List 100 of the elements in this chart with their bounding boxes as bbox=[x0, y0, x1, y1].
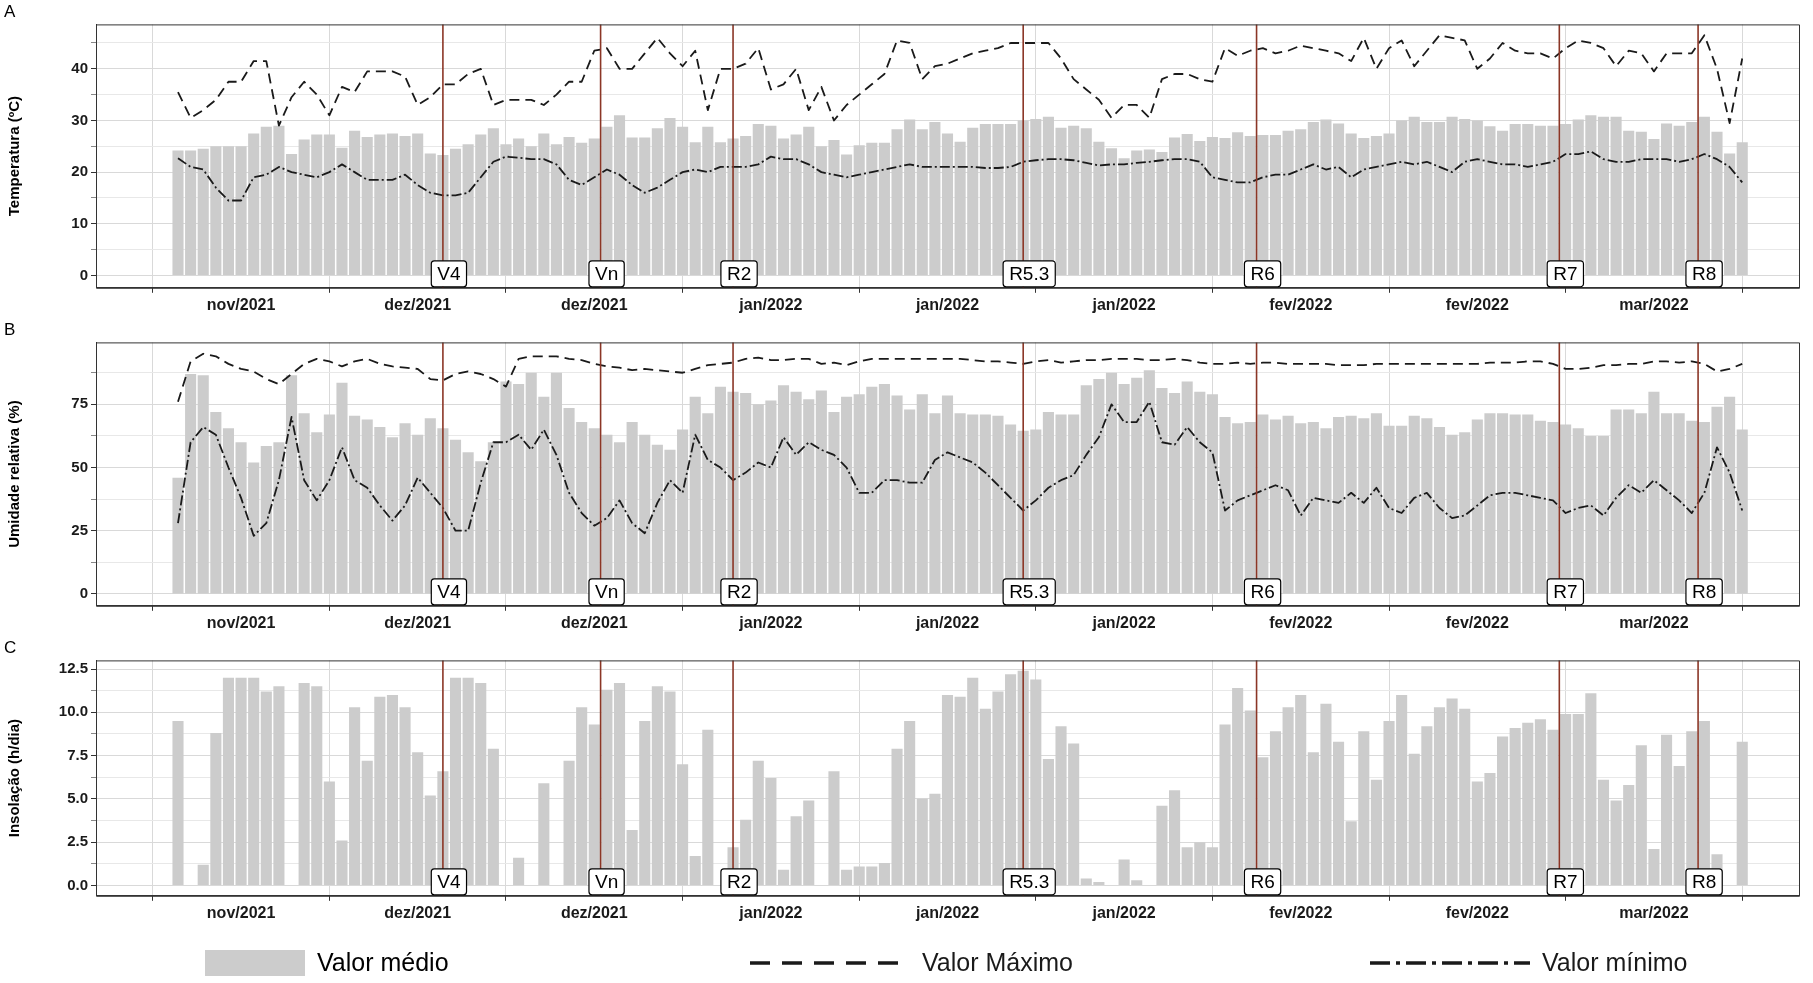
bar bbox=[550, 144, 562, 275]
bar bbox=[1433, 122, 1446, 275]
bar bbox=[1497, 413, 1509, 594]
bar bbox=[1736, 142, 1748, 275]
x-tick-label: fev/2022 bbox=[1269, 295, 1333, 313]
bar bbox=[1105, 372, 1118, 594]
bar bbox=[487, 748, 499, 885]
ref-line-label: V4 bbox=[437, 581, 461, 603]
y-tick-label: 40 bbox=[71, 58, 88, 76]
y-tick-label: 5.0 bbox=[67, 789, 88, 807]
bar bbox=[285, 154, 298, 275]
bar bbox=[222, 677, 235, 885]
chart-title: C bbox=[4, 637, 17, 657]
bar bbox=[1333, 123, 1345, 275]
x-tick-label: jan/2022 bbox=[1091, 295, 1156, 313]
x-tick-label: jan/2022 bbox=[738, 903, 803, 921]
ref-line-label: R8 bbox=[1691, 263, 1717, 285]
y-tick-label: 0.0 bbox=[67, 875, 88, 893]
chart-title: B bbox=[4, 319, 16, 339]
bar bbox=[777, 385, 790, 594]
bar bbox=[777, 869, 790, 885]
x-tick-label: fev/2022 bbox=[1269, 903, 1333, 921]
x-tick-label: jan/2022 bbox=[914, 903, 980, 921]
ref-line-label: R5.3 bbox=[1009, 581, 1050, 603]
x-tick-label: dez/2021 bbox=[560, 903, 628, 921]
x-tick-label: mar/2022 bbox=[1619, 903, 1689, 921]
x-tick-label: jan/2022 bbox=[738, 295, 803, 313]
bar bbox=[538, 783, 550, 885]
bar bbox=[941, 133, 954, 275]
bar bbox=[1105, 148, 1118, 275]
y-tick-label: 20 bbox=[71, 162, 88, 180]
x-tick-label: dez/2021 bbox=[560, 613, 628, 631]
text: Valor Máximo bbox=[922, 948, 1073, 977]
x-tick-label: dez/2021 bbox=[384, 295, 452, 313]
x-tick-label: nov/2021 bbox=[206, 613, 276, 631]
bar bbox=[222, 146, 235, 275]
bar bbox=[386, 695, 398, 885]
y-axis-title: Insolação (h/dia) bbox=[5, 718, 23, 838]
ref-line-label: R5.3 bbox=[1009, 871, 1050, 893]
x-tick-label: dez/2021 bbox=[384, 613, 452, 631]
y-tick-label: 12.5 bbox=[58, 659, 88, 677]
y-tick-label: 30 bbox=[71, 110, 88, 128]
ref-line-label: Vn bbox=[594, 871, 619, 893]
x-tick-label: jan/2022 bbox=[738, 613, 803, 631]
bar bbox=[550, 372, 562, 594]
bar bbox=[1660, 734, 1673, 885]
x-tick-label: dez/2021 bbox=[384, 903, 452, 921]
bar bbox=[1597, 435, 1610, 594]
x-tick-label: jan/2022 bbox=[1091, 613, 1156, 631]
x-tick-label: jan/2022 bbox=[1091, 903, 1156, 921]
ref-line-label: R8 bbox=[1691, 871, 1717, 893]
ref-line-label: Vn bbox=[594, 581, 619, 603]
ref-line-label: R5.3 bbox=[1009, 263, 1050, 285]
legend-label: Valor médio bbox=[317, 948, 449, 977]
y-tick-label: 10 bbox=[71, 213, 88, 231]
bar bbox=[941, 695, 954, 885]
ref-line-label: R6 bbox=[1250, 263, 1275, 285]
ref-line-label: R7 bbox=[1553, 581, 1578, 603]
x-tick-label: mar/2022 bbox=[1619, 295, 1689, 313]
x-tick-label: nov/2021 bbox=[206, 903, 276, 921]
bar bbox=[1333, 416, 1345, 594]
x-tick-label: dez/2021 bbox=[560, 295, 628, 313]
bar bbox=[1660, 413, 1673, 594]
y-axis-title: Temperatura (ºC) bbox=[5, 95, 23, 217]
bar bbox=[285, 375, 298, 594]
y-tick-label: 75 bbox=[71, 394, 88, 412]
bar bbox=[172, 720, 184, 885]
y-tick-label: 0 bbox=[79, 584, 88, 602]
y-tick-label: 0 bbox=[79, 265, 88, 283]
line-series bbox=[177, 400, 1744, 537]
bar bbox=[1497, 130, 1509, 275]
x-tick-label: mar/2022 bbox=[1619, 613, 1689, 631]
x-tick-label: jan/2022 bbox=[914, 295, 980, 313]
bar bbox=[386, 437, 398, 594]
bar bbox=[1660, 123, 1673, 275]
y-tick-label: 50 bbox=[71, 457, 88, 475]
ref-line-label: R2 bbox=[726, 581, 752, 603]
bar bbox=[1433, 707, 1446, 885]
y-axis-title: Umidade relativa (%) bbox=[5, 400, 23, 548]
bar bbox=[1736, 429, 1748, 594]
bar bbox=[941, 395, 954, 594]
y-tick-label: 25 bbox=[71, 520, 88, 538]
x-tick-label: fev/2022 bbox=[1445, 903, 1509, 921]
x-tick-label: fev/2022 bbox=[1445, 295, 1509, 313]
ref-line-label: R6 bbox=[1250, 581, 1275, 603]
bar bbox=[1433, 427, 1446, 594]
bar bbox=[222, 428, 235, 594]
ref-line-label: R7 bbox=[1553, 871, 1578, 893]
x-tick-label: nov/2021 bbox=[206, 295, 276, 313]
bar bbox=[513, 857, 525, 885]
bar bbox=[1497, 736, 1509, 885]
y-tick-label: 10.0 bbox=[58, 702, 88, 720]
text: Valor mínimo bbox=[1542, 948, 1688, 977]
ref-line-label: R2 bbox=[726, 263, 752, 285]
bar bbox=[777, 138, 790, 275]
bar bbox=[1597, 116, 1610, 275]
ref-line-label: R2 bbox=[726, 871, 752, 893]
ref-line-label: V4 bbox=[437, 871, 461, 893]
line-series bbox=[177, 34, 1744, 127]
chart-title: A bbox=[4, 1, 16, 21]
